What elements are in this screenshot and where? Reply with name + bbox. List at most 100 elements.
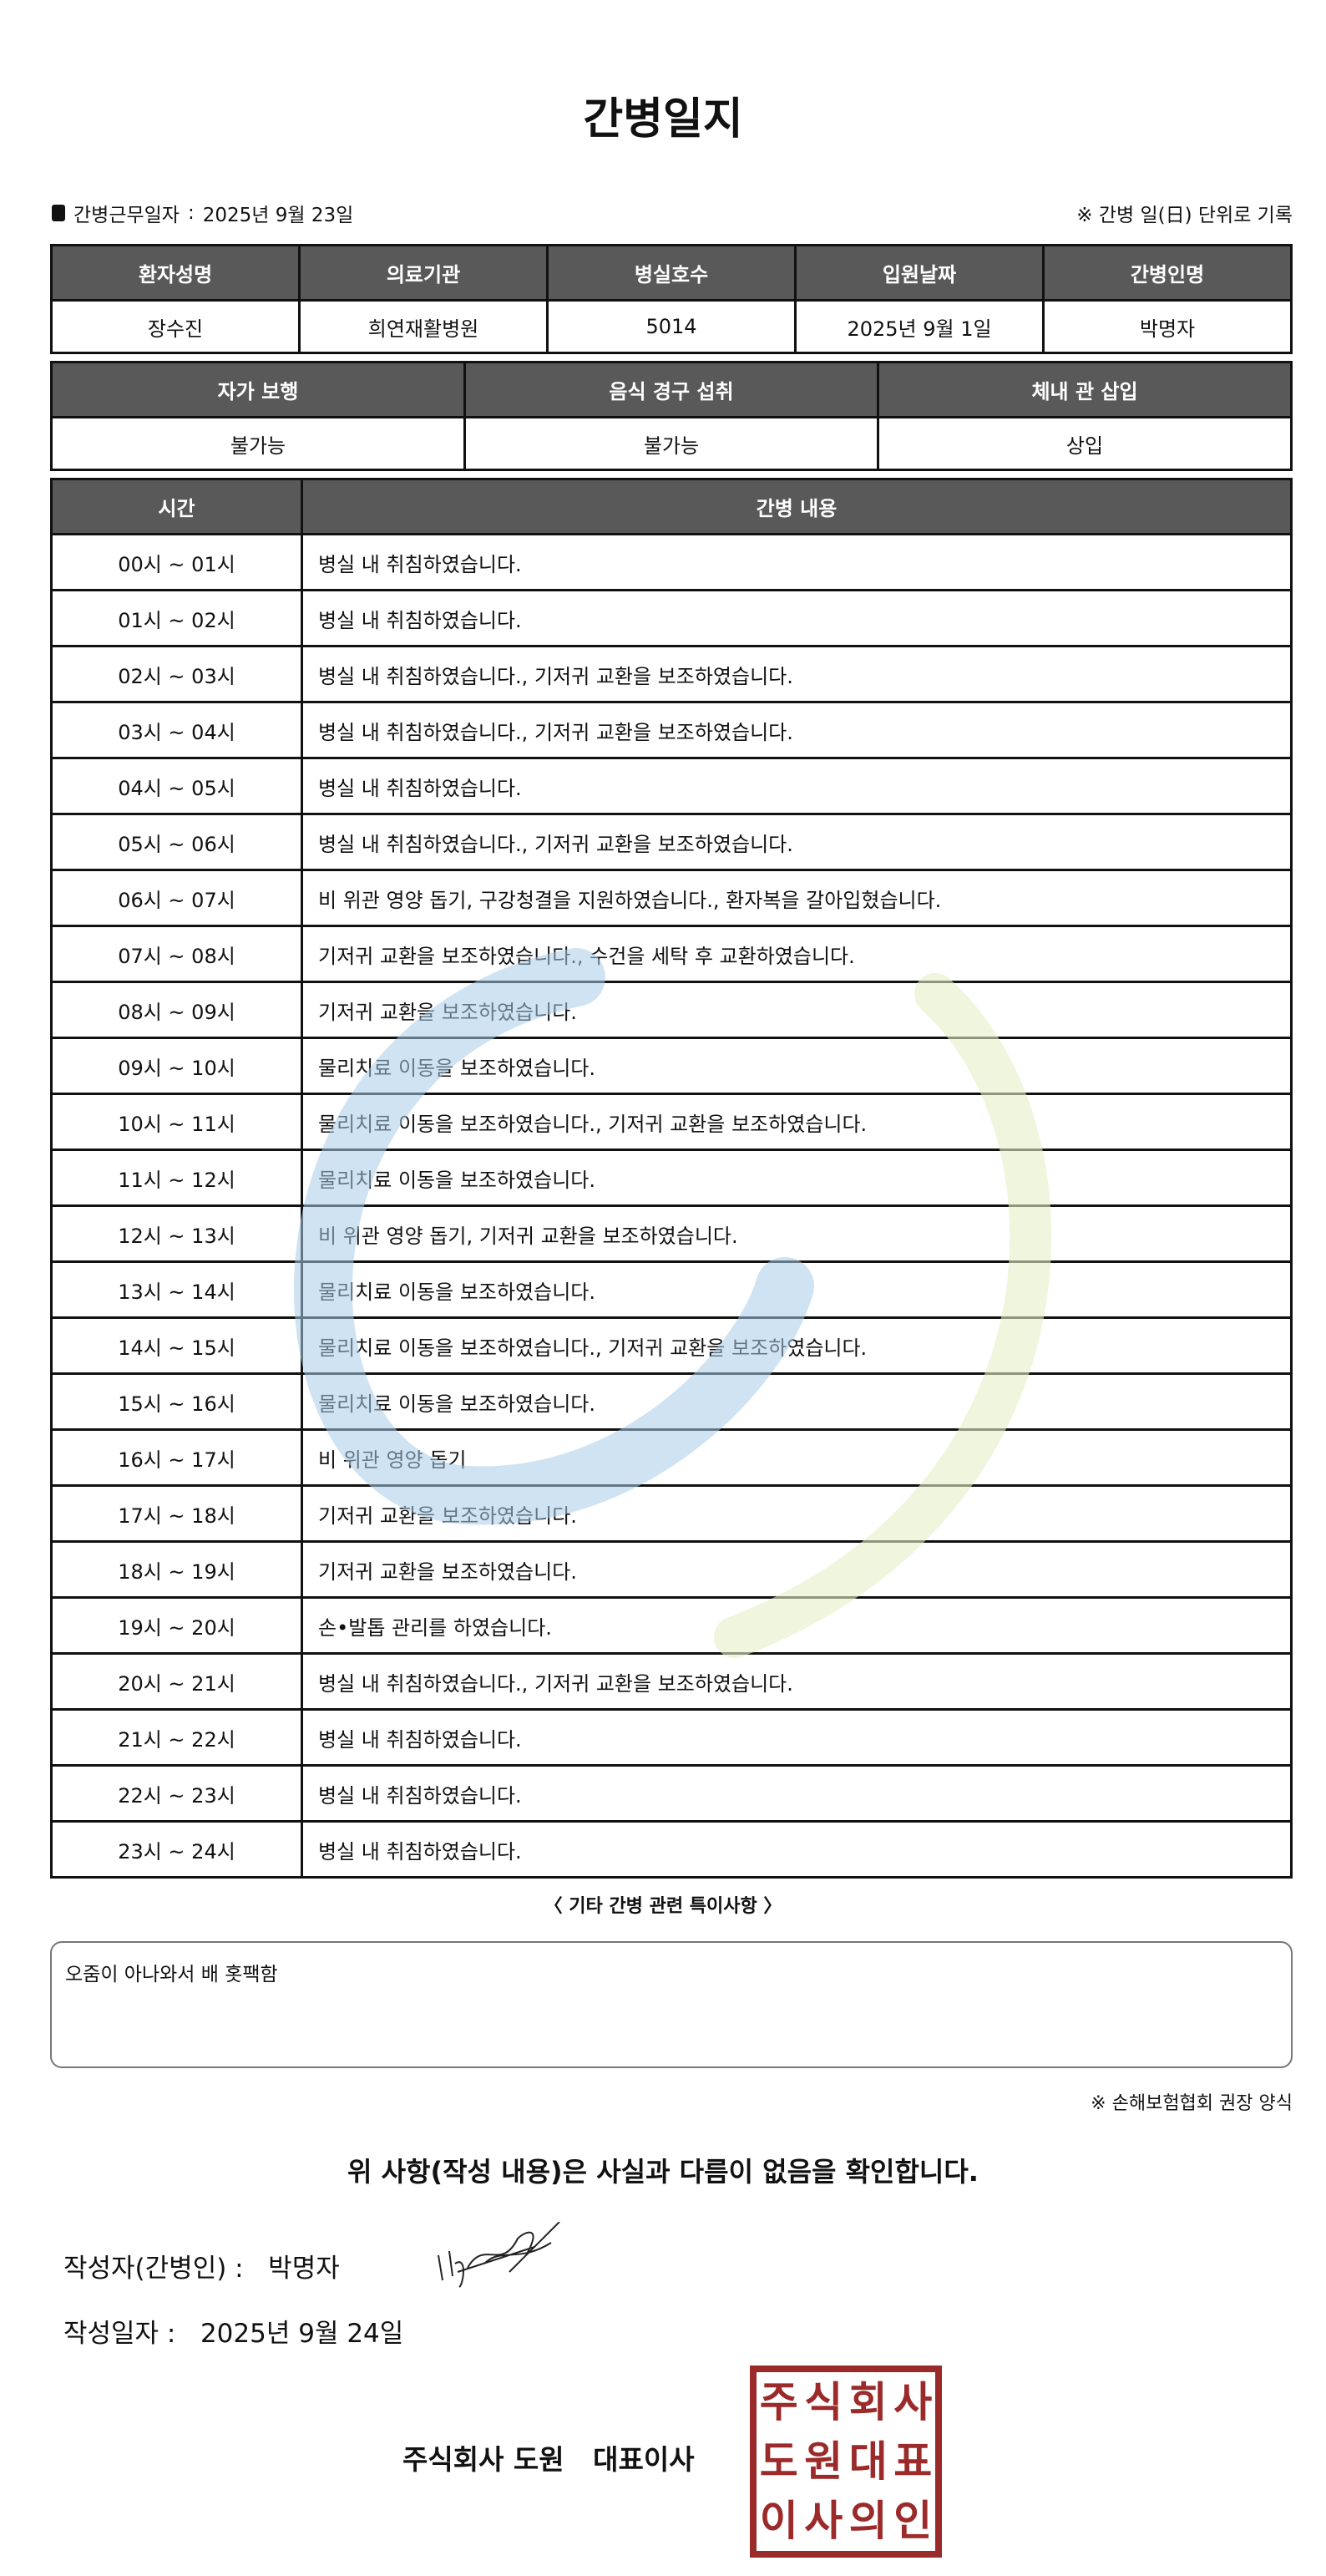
time-cell: 22시 ~ 23시 xyxy=(50,1764,303,1823)
table-row: 10시 ~ 11시 물리치료 이동을 보조하였습니다., 기저귀 교환을 보조하였… xyxy=(50,1093,1293,1151)
time-cell: 18시 ~ 19시 xyxy=(50,1540,303,1599)
stamp-glyph: 대 xyxy=(848,2437,888,2486)
care-content-cell: 비 위관 영양 돕기 xyxy=(301,1428,1293,1487)
writer-line: 작성자(간병인) : 박명자 xyxy=(63,2247,340,2284)
status-header: 음식 경구 섭취 xyxy=(463,361,879,418)
notes-box: 오줌이 아나와서 배 홋팩함 xyxy=(50,1941,1293,2068)
table-row: 16시 ~ 17시 비 위관 영양 돕기 xyxy=(50,1428,1293,1487)
stamp-glyph: 도 xyxy=(759,2437,798,2486)
page-title: 간병일지 xyxy=(583,94,743,145)
info-value: 장수진 xyxy=(50,299,301,354)
time-cell: 03시 ~ 04시 xyxy=(50,701,303,759)
stamp-glyph: 이 xyxy=(759,2497,798,2546)
table-row: 18시 ~ 19시 기저귀 교환을 보조하였습니다. xyxy=(50,1540,1293,1599)
care-content-cell: 물리치료 이동을 보조하였습니다., 기저귀 교환을 보조하였습니다. xyxy=(301,1093,1293,1151)
company-name: 주식회사 도원 xyxy=(402,2443,564,2476)
unit-note: ※ 간병 일(日) 단위로 기록 xyxy=(1076,205,1293,226)
status-value: 상입 xyxy=(877,416,1293,471)
care-content-cell: 병실 내 취침하였습니다. xyxy=(301,1820,1293,1879)
time-cell: 13시 ~ 14시 xyxy=(50,1260,303,1319)
table-row: 12시 ~ 13시 비 위관 영양 돕기, 기저귀 교환을 보조하였습니다. xyxy=(50,1204,1293,1263)
time-cell: 11시 ~ 12시 xyxy=(50,1149,303,1207)
info-header: 간병인명 xyxy=(1042,244,1293,302)
table-row: 08시 ~ 09시 기저귀 교환을 보조하였습니다. xyxy=(50,981,1293,1039)
stamp-glyph: 식 xyxy=(804,2377,843,2426)
patient-info-table: 환자성명 의료기관 병실호수 입원날짜 간병인명 장수진 희연재활병원 5014 2025년 9… xyxy=(50,244,1293,354)
info-header: 병실호수 xyxy=(546,244,797,302)
care-content-cell: 물리치료 이동을 보조하였습니다. xyxy=(301,1372,1293,1431)
table-row: 03시 ~ 04시 병실 내 취침하였습니다., 기저귀 교환을 보조하였습니다. xyxy=(50,701,1293,759)
time-cell: 07시 ~ 08시 xyxy=(50,925,303,983)
time-cell: 09시 ~ 10시 xyxy=(50,1037,303,1095)
time-cell: 12시 ~ 13시 xyxy=(50,1204,303,1263)
table-row: 21시 ~ 22시 병실 내 취침하였습니다. xyxy=(50,1708,1293,1767)
info-header: 의료기관 xyxy=(298,244,549,302)
stamp-glyph: 주 xyxy=(759,2377,798,2426)
table-row: 06시 ~ 07시 비 위관 영양 돕기, 구강청결을 지원하였습니다., 환자복… xyxy=(50,869,1293,927)
company-signature: 주식회사 도원 대표이사 xyxy=(402,2437,695,2477)
care-content-cell: 기저귀 교환을 보조하였습니다. xyxy=(301,981,1293,1039)
bullet-icon xyxy=(52,205,65,221)
signature-image xyxy=(438,2222,560,2288)
time-cell: 01시 ~ 02시 xyxy=(50,589,303,647)
work-date-value: 2025년 9월 23일 xyxy=(202,205,354,226)
table-row: 20시 ~ 21시 병실 내 취침하였습니다., 기저귀 교환을 보조하였습니다. xyxy=(50,1652,1293,1711)
stamp-glyph: 사 xyxy=(804,2497,843,2546)
care-content-cell: 기저귀 교환을 보조하였습니다. xyxy=(301,1540,1293,1599)
care-content-cell: 물리치료 이동을 보조하였습니다., 기저귀 교환을 보조하였습니다. xyxy=(301,1316,1293,1375)
table-row: 05시 ~ 06시 병실 내 취침하였습니다., 기저귀 교환을 보조하였습니다. xyxy=(50,813,1293,871)
care-content-cell: 병실 내 취침하였습니다. xyxy=(301,1764,1293,1823)
care-content-cell: 비 위관 영양 돕기, 기저귀 교환을 보조하였습니다. xyxy=(301,1204,1293,1263)
written-date-label: 작성일자 : xyxy=(63,2319,176,2349)
time-cell: 08시 ~ 09시 xyxy=(50,981,303,1039)
stamp-glyph: 사 xyxy=(893,2377,933,2426)
stamp-glyph: 의 xyxy=(848,2497,888,2546)
care-content-cell: 기저귀 교환을 보조하였습니다. xyxy=(301,1484,1293,1543)
log-header: 시간 xyxy=(50,478,303,535)
care-content-cell: 병실 내 취침하였습니다. xyxy=(301,589,1293,647)
care-content-cell: 병실 내 취침하였습니다., 기저귀 교환을 보조하였습니다. xyxy=(301,701,1293,759)
info-value: 2025년 9월 1일 xyxy=(794,299,1045,354)
stamp-glyph: 표 xyxy=(893,2437,933,2486)
care-log-table: 시간 간병 내용 00시 ~ 01시 병실 내 취침하였습니다. 01시 ~ 02시 병실… xyxy=(50,478,1293,1879)
colon: : xyxy=(187,202,195,224)
status-header: 체내 관 삽입 xyxy=(877,361,1293,418)
table-row: 02시 ~ 03시 병실 내 취침하였습니다., 기저귀 교환을 보조하였습니다. xyxy=(50,645,1293,703)
time-cell: 10시 ~ 11시 xyxy=(50,1093,303,1151)
status-value: 불가능 xyxy=(463,416,879,471)
ceo-title: 대표이사 xyxy=(593,2443,695,2476)
care-content-cell: 물리치료 이동을 보조하였습니다. xyxy=(301,1037,1293,1095)
time-cell: 17시 ~ 18시 xyxy=(50,1484,303,1543)
table-row: 09시 ~ 10시 물리치료 이동을 보조하였습니다. xyxy=(50,1037,1293,1095)
care-content-cell: 병실 내 취침하였습니다. xyxy=(301,533,1293,591)
info-value: 박명자 xyxy=(1042,299,1293,354)
table-row: 11시 ~ 12시 물리치료 이동을 보조하였습니다. xyxy=(50,1149,1293,1207)
time-cell: 06시 ~ 07시 xyxy=(50,869,303,927)
table-row: 00시 ~ 01시 병실 내 취침하였습니다. xyxy=(50,533,1293,591)
writer-name: 박명자 xyxy=(268,2254,340,2284)
status-table: 자가 보행 음식 경구 섭취 체내 관 삽입 불가능 불가능 상입 xyxy=(50,361,1293,471)
care-content-cell: 병실 내 취침하였습니다. xyxy=(301,757,1293,815)
time-cell: 23시 ~ 24시 xyxy=(50,1820,303,1879)
status-header: 자가 보행 xyxy=(50,361,466,418)
table-row: 17시 ~ 18시 기저귀 교환을 보조하였습니다. xyxy=(50,1484,1293,1543)
form-note: ※ 손해보험협회 권장 양식 xyxy=(1091,2093,1293,2114)
care-content-cell: 병실 내 취침하였습니다., 기저귀 교환을 보조하였습니다. xyxy=(301,1652,1293,1711)
writer-label: 작성자(간병인) : xyxy=(63,2254,244,2284)
info-header: 입원날짜 xyxy=(794,244,1045,302)
stamp-glyph: 인 xyxy=(893,2497,933,2546)
time-cell: 00시 ~ 01시 xyxy=(50,533,303,591)
table-row: 14시 ~ 15시 물리치료 이동을 보조하였습니다., 기저귀 교환을 보조하였… xyxy=(50,1316,1293,1375)
time-cell: 04시 ~ 05시 xyxy=(50,757,303,815)
notes-title: 〈 기타 간병 관련 특이사항 〉 xyxy=(544,1896,782,1917)
care-content-cell: 물리치료 이동을 보조하였습니다. xyxy=(301,1149,1293,1207)
table-row: 23시 ~ 24시 병실 내 취침하였습니다. xyxy=(50,1820,1293,1879)
table-row: 19시 ~ 20시 손•발톱 관리를 하였습니다. xyxy=(50,1596,1293,1655)
time-cell: 14시 ~ 15시 xyxy=(50,1316,303,1375)
written-date-line: 작성일자 : 2025년 9월 24일 xyxy=(63,2312,403,2350)
time-cell: 05시 ~ 06시 xyxy=(50,813,303,871)
table-row: 01시 ~ 02시 병실 내 취침하였습니다. xyxy=(50,589,1293,647)
care-content-cell: 물리치료 이동을 보조하였습니다. xyxy=(301,1260,1293,1319)
care-content-cell: 병실 내 취침하였습니다. xyxy=(301,1708,1293,1767)
